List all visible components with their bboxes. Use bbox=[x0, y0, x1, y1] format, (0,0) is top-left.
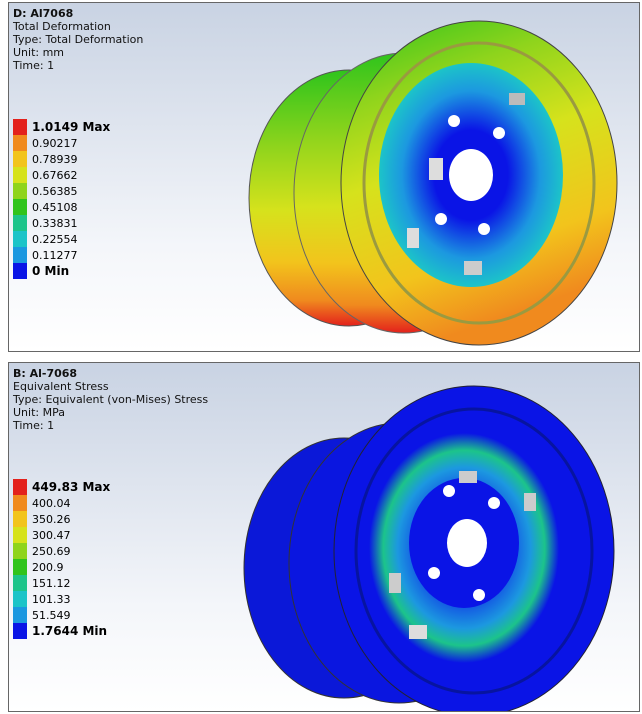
legend-swatch bbox=[13, 183, 27, 199]
legend-label: 0.33831 bbox=[32, 217, 78, 230]
legend-entry: 0.11277 bbox=[13, 247, 110, 263]
legend-label: 0.45108 bbox=[32, 201, 78, 214]
legend-swatch bbox=[13, 559, 27, 575]
legend-entry: 0.33831 bbox=[13, 215, 110, 231]
legend-entry: 350.26 bbox=[13, 511, 110, 527]
legend-swatch bbox=[13, 511, 27, 527]
legend: 449.83 Max 400.04 350.26 300.47 250.69 200.9 1… bbox=[13, 479, 110, 639]
legend-swatch bbox=[13, 591, 27, 607]
legend-swatch bbox=[13, 495, 27, 511]
legend-label: 0.78939 bbox=[32, 153, 78, 166]
legend-entry: 300.47 bbox=[13, 527, 110, 543]
legend-entry: 101.33 bbox=[13, 591, 110, 607]
legend-entry: 0.90217 bbox=[13, 135, 110, 151]
legend-swatch bbox=[13, 215, 27, 231]
legend-entry: 0.56385 bbox=[13, 183, 110, 199]
legend-entry: 51.549 bbox=[13, 607, 110, 623]
legend-swatch bbox=[13, 167, 27, 183]
legend-label: 51.549 bbox=[32, 609, 71, 622]
legend-swatch bbox=[13, 479, 27, 495]
legend-swatch bbox=[13, 151, 27, 167]
legend-swatch bbox=[13, 231, 27, 247]
page: D: Al7068Total DeformationType: Total De… bbox=[0, 0, 642, 714]
legend-entry: 1.0149 Max bbox=[13, 119, 110, 135]
legend-entry: 0.67662 bbox=[13, 167, 110, 183]
info-line: Time: 1 bbox=[13, 59, 143, 72]
legend: 1.0149 Max 0.90217 0.78939 0.67662 0.56385 0.… bbox=[13, 119, 110, 279]
legend-entry: 200.9 bbox=[13, 559, 110, 575]
legend-entry: 0 Min bbox=[13, 263, 110, 279]
legend-swatch bbox=[13, 263, 27, 279]
legend-label: 0.90217 bbox=[32, 137, 78, 150]
legend-swatch bbox=[13, 543, 27, 559]
legend-entry: 250.69 bbox=[13, 543, 110, 559]
legend-label: 151.12 bbox=[32, 577, 71, 590]
info-line: Total Deformation bbox=[13, 20, 143, 33]
legend-swatch bbox=[13, 135, 27, 151]
info-line: Unit: mm bbox=[13, 46, 143, 59]
legend-label: 1.0149 Max bbox=[32, 120, 110, 134]
legend-entry: 400.04 bbox=[13, 495, 110, 511]
legend-swatch bbox=[13, 199, 27, 215]
legend-label: 0.22554 bbox=[32, 233, 78, 246]
info-line: Equivalent Stress bbox=[13, 380, 208, 393]
legend-swatch bbox=[13, 119, 27, 135]
panel-title: D: Al7068 bbox=[13, 7, 143, 20]
legend-swatch bbox=[13, 247, 27, 263]
legend-label: 300.47 bbox=[32, 529, 71, 542]
legend-label: 400.04 bbox=[32, 497, 71, 510]
legend-entry: 1.7644 Min bbox=[13, 623, 110, 639]
legend-label: 250.69 bbox=[32, 545, 71, 558]
info-line: Time: 1 bbox=[13, 419, 208, 432]
legend-label: 200.9 bbox=[32, 561, 64, 574]
legend-label: 449.83 Max bbox=[32, 480, 110, 494]
legend-entry: 0.22554 bbox=[13, 231, 110, 247]
info-line: Type: Equivalent (von-Mises) Stress bbox=[13, 393, 208, 406]
legend-label: 0 Min bbox=[32, 264, 69, 278]
legend-entry: 0.78939 bbox=[13, 151, 110, 167]
legend-label: 0.67662 bbox=[32, 169, 78, 182]
legend-label: 350.26 bbox=[32, 513, 71, 526]
legend-label: 101.33 bbox=[32, 593, 71, 606]
legend-entry: 0.45108 bbox=[13, 199, 110, 215]
legend-swatch bbox=[13, 607, 27, 623]
legend-entry: 151.12 bbox=[13, 575, 110, 591]
legend-swatch bbox=[13, 527, 27, 543]
legend-entry: 449.83 Max bbox=[13, 479, 110, 495]
legend-label: 0.56385 bbox=[32, 185, 78, 198]
legend-label: 1.7644 Min bbox=[32, 624, 107, 638]
legend-swatch bbox=[13, 575, 27, 591]
legend-swatch bbox=[13, 623, 27, 639]
info-line: Unit: MPa bbox=[13, 406, 208, 419]
panel-title: B: Al-7068 bbox=[13, 367, 208, 380]
info-line: Type: Total Deformation bbox=[13, 33, 143, 46]
legend-label: 0.11277 bbox=[32, 249, 78, 262]
